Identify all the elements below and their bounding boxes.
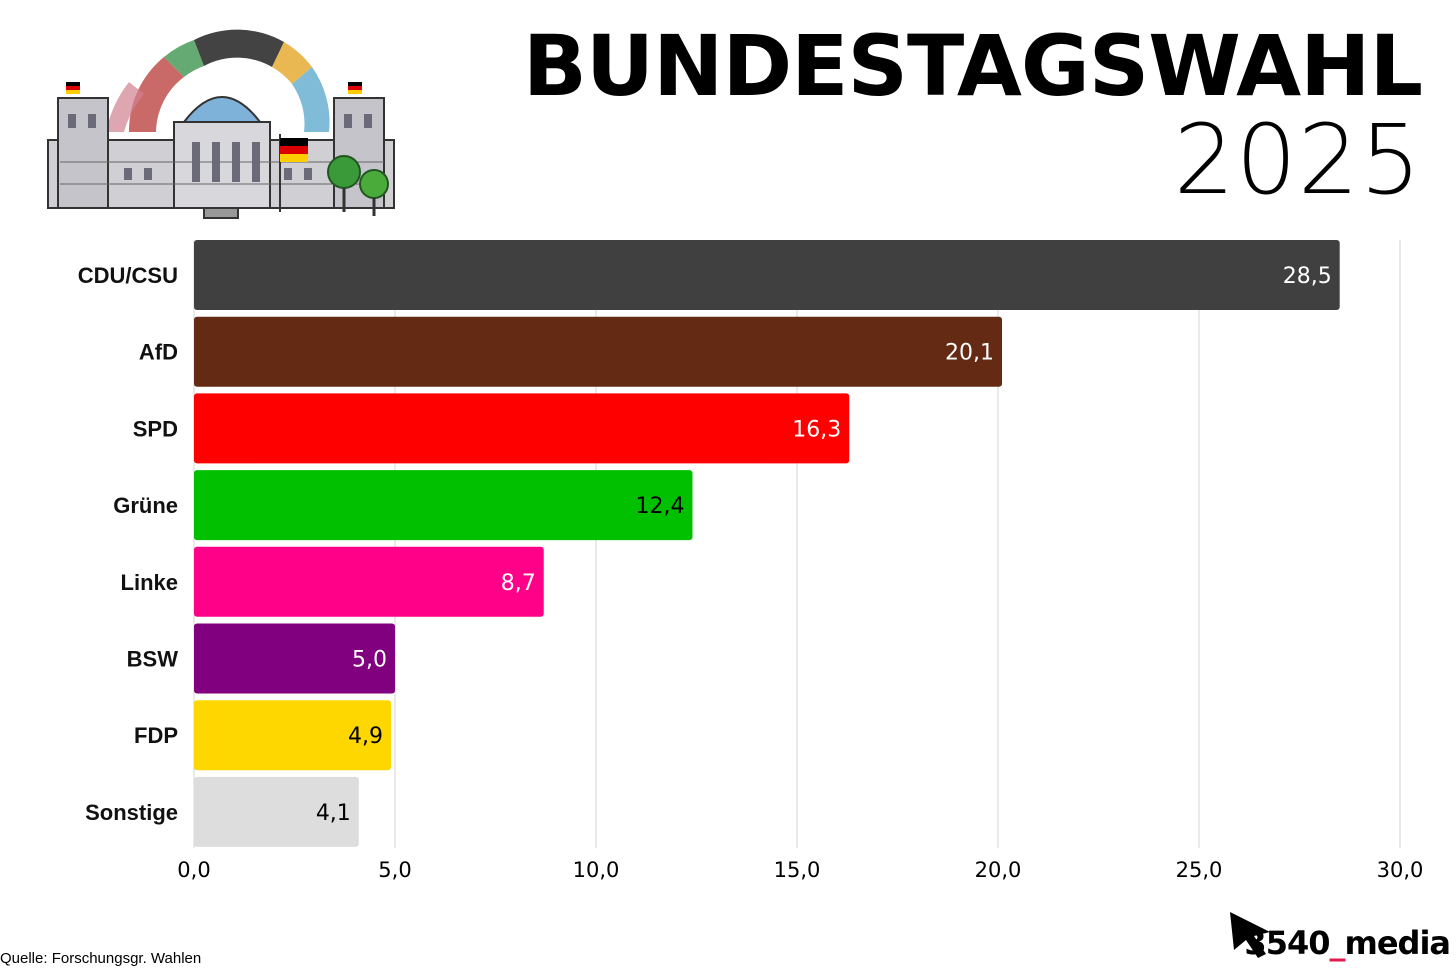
bar-value-label: 12,4 [635,494,684,519]
trees-icon [327,155,389,216]
x-tick-label: 5,0 [378,858,411,882]
reichstag-logo-icon [47,29,395,219]
bar-value-label: 5,0 [352,648,387,673]
bar-value-label: 4,9 [348,724,383,749]
category-label: Sonstige [85,800,178,825]
brand-suffix: media [1344,924,1451,962]
bar [194,623,395,694]
x-tick-label: 30,0 [1377,858,1424,882]
brand-underscore: _ [1329,924,1345,962]
bar-chart: 28,5 20,1 16,3 12,4 8,7 5,0 4,9 4,1 CDU/CSU AfD S… [78,240,1423,882]
category-label: BSW [127,647,179,672]
category-label: Linke [121,570,178,595]
x-axis-tick-labels: 0,0 5,0 10,0 15,0 20,0 25,0 30,0 [177,858,1423,882]
bar-value-label: 20,1 [945,341,994,366]
bar-value-label: 8,7 [501,571,536,596]
category-label: FDP [134,723,178,748]
category-labels: CDU/CSU AfD SPD Grüne Linke BSW FDP Sonstige [78,263,178,825]
x-tick-label: 10,0 [573,858,620,882]
category-label: CDU/CSU [78,263,178,288]
chart-title: BUNDESTAGSWAHL [522,17,1423,115]
bar [194,240,1340,310]
brand-logo: 3540_media [1226,906,1452,968]
chart-subtitle-year: 2025 [1173,104,1422,216]
cursor-arrow-icon [1230,912,1270,958]
parliament-seats-icon [106,29,330,132]
category-label: Grüne [113,493,178,518]
x-tick-label: 15,0 [774,858,821,882]
bar [194,546,544,617]
german-flag-icon [66,82,362,212]
brand-prefix: 3540 [1244,924,1330,962]
category-label: SPD [133,416,178,441]
bar [194,700,391,771]
building-windows-icon [68,114,372,182]
bar [194,316,1003,387]
bar-value-label: 28,5 [1283,264,1332,289]
bar [194,393,850,464]
source-note: Quelle: Forschungsgr. Wahlen [0,950,202,967]
brand-name: 3540_media [1244,924,1451,962]
category-label: AfD [139,340,178,365]
bar [194,470,693,541]
chart-bars: 28,5 20,1 16,3 12,4 8,7 5,0 4,9 4,1 [194,240,1340,847]
x-tick-label: 0,0 [177,858,210,882]
x-tick-label: 25,0 [1176,858,1223,882]
bar-value-label: 16,3 [792,417,841,442]
x-tick-label: 20,0 [975,858,1022,882]
bar-value-label: 4,1 [316,801,351,826]
bar [194,776,359,847]
